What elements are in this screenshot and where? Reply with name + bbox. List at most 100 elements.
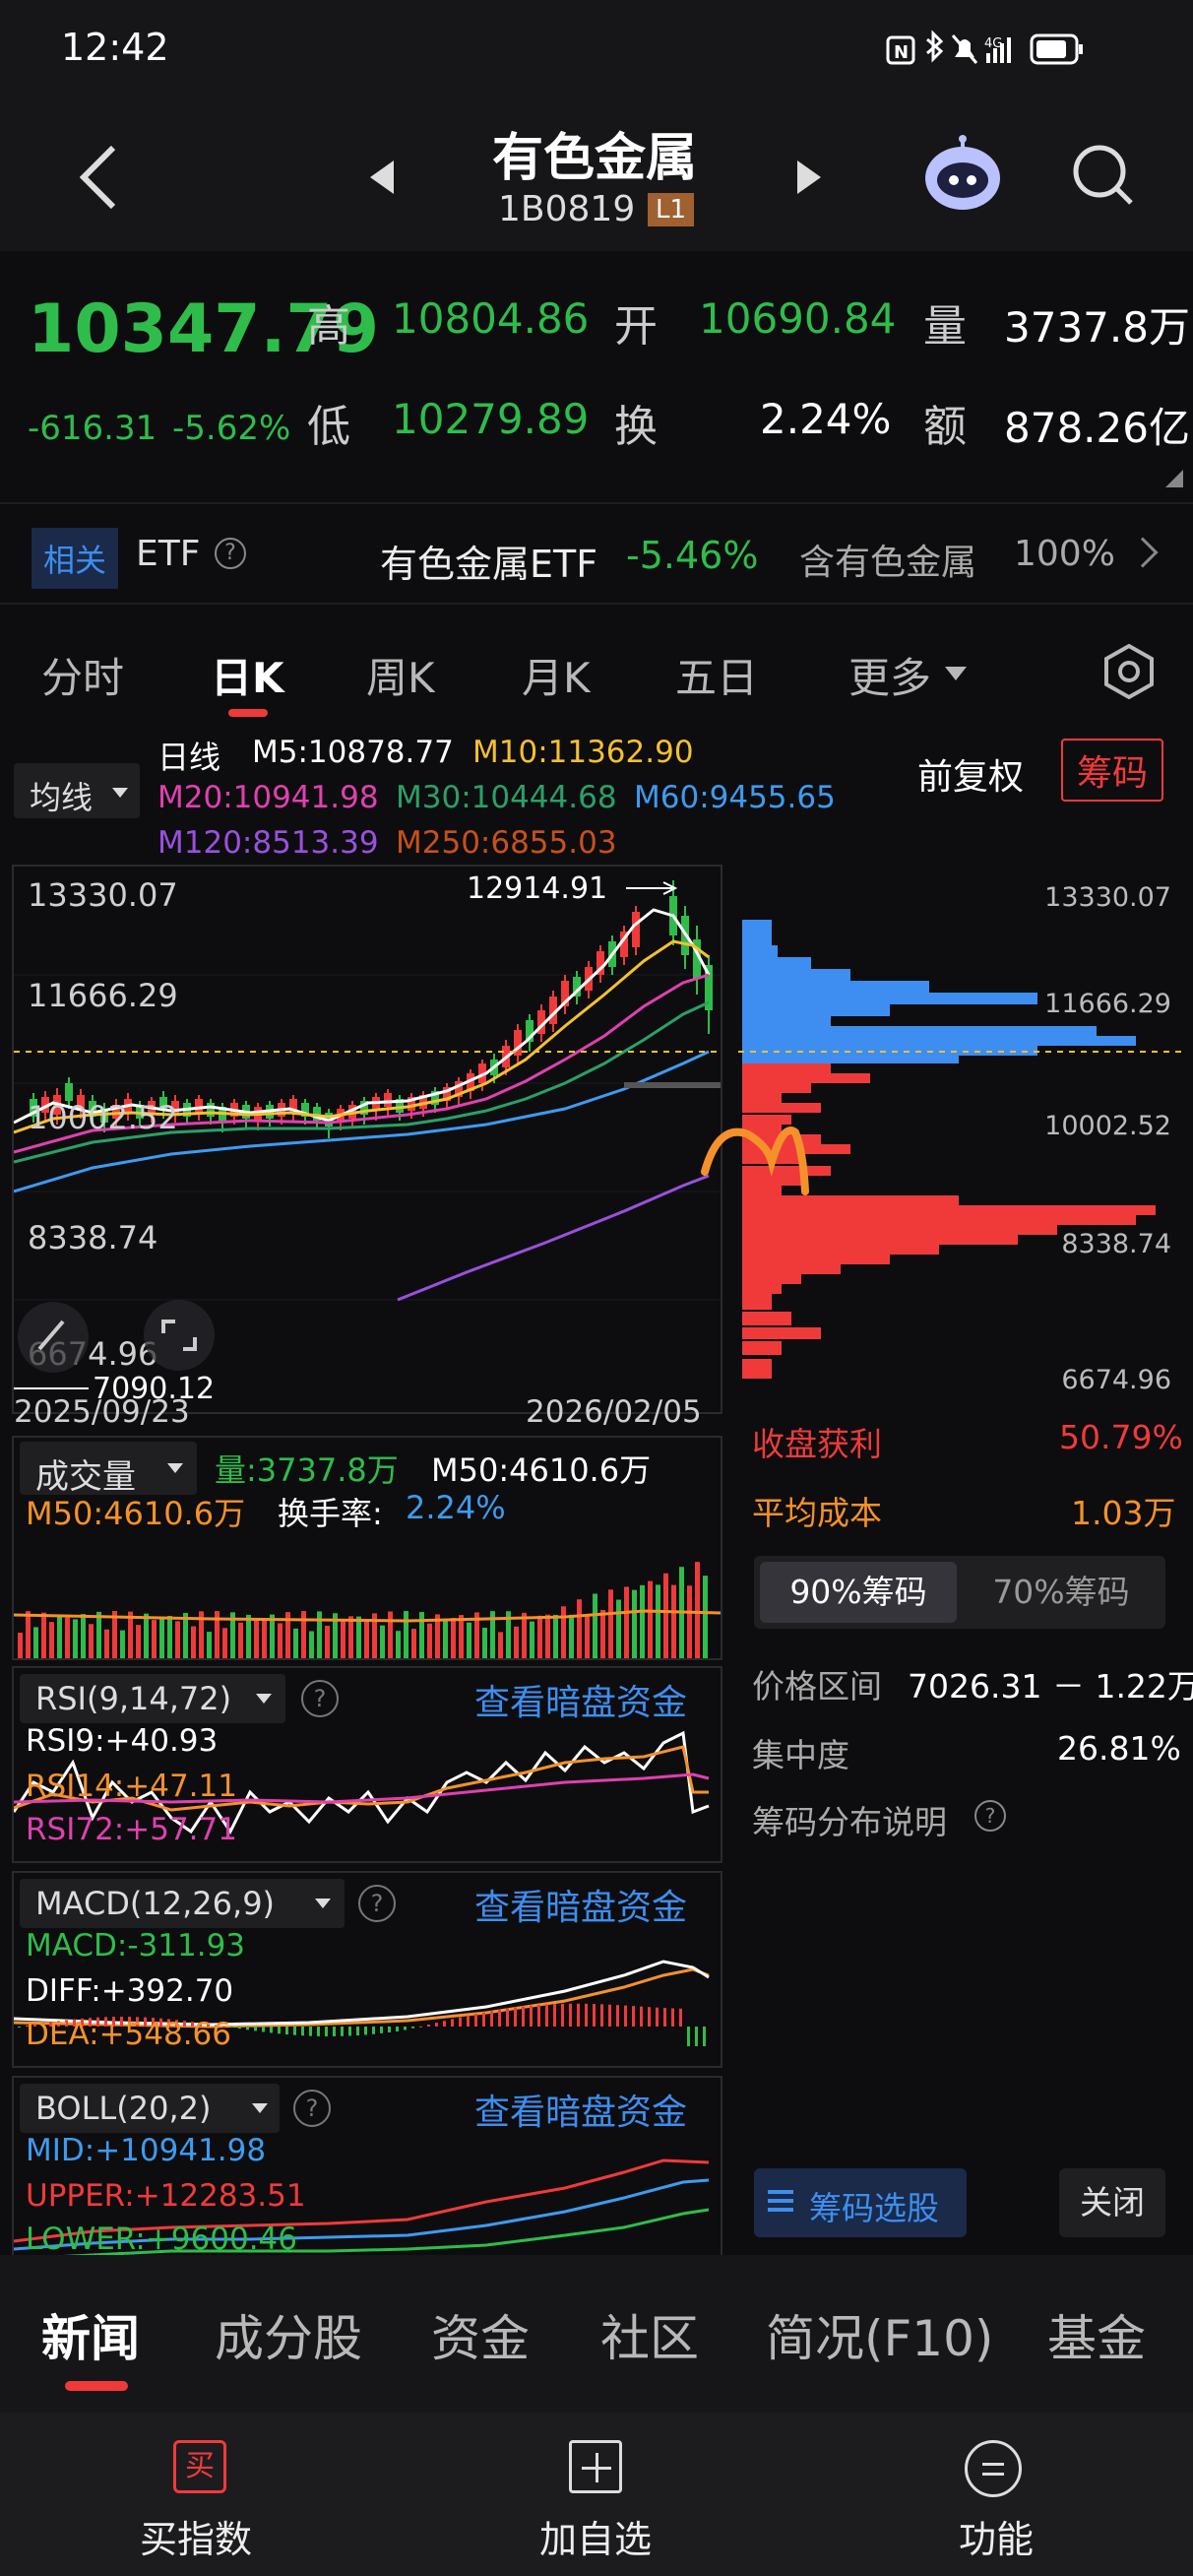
volume-bar (695, 1562, 700, 1658)
macd-bar (175, 2020, 178, 2027)
plus-square-icon (569, 2440, 622, 2493)
macd-help-icon[interactable]: ? (358, 1885, 396, 1922)
expand-corner-icon[interactable] (1165, 470, 1183, 487)
volume-bar (159, 1616, 164, 1658)
ma-selector[interactable]: 均线 (14, 763, 140, 818)
macd-selector[interactable]: MACD(12,26,9) (20, 1879, 345, 1928)
ma20-line (14, 973, 710, 1154)
caret-down-icon (252, 2103, 268, 2113)
volume-bar (230, 1612, 235, 1658)
macd-bar (372, 2027, 375, 2034)
volume-bar (120, 1630, 125, 1658)
volume-panel[interactable] (12, 1436, 722, 1660)
seg-90-button[interactable]: 90%筹码 (760, 1562, 957, 1623)
tab-fenshi[interactable]: 分时 (41, 654, 125, 702)
volume-selector[interactable]: 成交量 (20, 1442, 197, 1497)
volume-bar (26, 1611, 31, 1658)
search-button[interactable] (1068, 140, 1137, 209)
volume-ma-line (14, 1609, 721, 1623)
kline-y-label: 8338.74 (28, 1219, 157, 1256)
volume-bar (648, 1580, 653, 1658)
macd-bar (73, 2019, 76, 2027)
chip-select-button[interactable]: 筹码选股 (754, 2168, 967, 2237)
tab-more[interactable]: 更多 (848, 654, 932, 702)
macd-bar (545, 2004, 548, 2027)
next-index-button[interactable] (789, 153, 829, 202)
macd-bar (459, 2017, 462, 2027)
status-icons: N 4G (886, 30, 1132, 69)
tab-constituents[interactable]: 成分股 (215, 2310, 362, 2367)
robot-assistant-button[interactable] (920, 133, 1005, 218)
volume-bar (175, 1621, 180, 1658)
rsi-help-icon[interactable]: ? (301, 1680, 339, 1717)
volume-bar (207, 1632, 212, 1658)
function-button[interactable]: 功能 (925, 2440, 1063, 2561)
volume-bar (96, 1611, 101, 1658)
hexagon-settings-icon (1104, 643, 1154, 700)
help-icon[interactable]: ? (215, 538, 246, 569)
volume-bar (506, 1611, 511, 1658)
ma5-line (14, 908, 711, 1125)
seg-70-button[interactable]: 70%筹码 (992, 1573, 1130, 1611)
volume-bar (65, 1617, 70, 1658)
rsi-panel[interactable] (12, 1666, 722, 1863)
tab-news[interactable]: 新闻 (41, 2310, 140, 2367)
volume-bar (41, 1612, 46, 1658)
draw-tool-icon[interactable] (18, 1302, 89, 1373)
etf-name: 有色金属ETF (380, 543, 598, 586)
adjust-mode-button[interactable]: 前复权 (917, 757, 1025, 798)
tab-five-day[interactable]: 五日 (675, 654, 759, 702)
buy-index-button[interactable]: 买 买指数 (118, 2440, 285, 2561)
fullscreen-icon[interactable] (144, 1300, 215, 1371)
boll-selector[interactable]: BOLL(20,2) (20, 2084, 280, 2133)
chip-explain-link[interactable]: 筹码分布说明 (752, 1803, 947, 1841)
macd-bar (411, 2027, 414, 2029)
boll-help-icon[interactable]: ? (293, 2090, 331, 2127)
boll-dark-pool-link[interactable]: 查看暗盘资金 (474, 2093, 688, 2133)
macd-bar (18, 2027, 21, 2028)
macd-dark-pool-link[interactable]: 查看暗盘资金 (474, 1888, 688, 1928)
chip-explain-help-icon[interactable]: ? (974, 1800, 1006, 1832)
tab-fund[interactable]: 基金 (1047, 2310, 1146, 2367)
triangle-left-icon (370, 161, 394, 194)
contains-label: 含有色金属 (799, 543, 977, 583)
chips-button[interactable]: 筹码 (1061, 739, 1164, 802)
macd-bar (341, 2027, 344, 2036)
kline-y-label: 13330.07 (28, 876, 178, 914)
rsi-selector[interactable]: RSI(9,14,72) (20, 1674, 285, 1723)
volume-bar (656, 1584, 660, 1658)
tab-weekly-k[interactable]: 周K (366, 654, 435, 702)
high-value: 10804.86 (392, 294, 590, 343)
macd-bar (207, 2024, 210, 2027)
ma250-value: M250:6855.03 (396, 825, 617, 861)
caret-down-icon (167, 1463, 183, 1473)
related-etf-bar[interactable]: 相关 ETF ? 有色金属ETF -5.46% 含有色金属 100% (0, 504, 1193, 603)
macd-bar (482, 2012, 485, 2027)
prev-index-button[interactable] (362, 153, 402, 202)
price-range-label: 价格区间 (752, 1667, 882, 1706)
macd-chart: MACD:-311.93 DIFF:+392.70 DEA:+548.66 (14, 1928, 710, 2052)
macd-bar (333, 2027, 336, 2036)
tab-community[interactable]: 社区 (600, 2310, 699, 2367)
settings-button[interactable] (1100, 643, 1158, 700)
volume-bar (285, 1612, 290, 1658)
tab-monthly-k[interactable]: 月K (522, 654, 591, 702)
tab-daily-k[interactable]: 日K (211, 654, 284, 702)
close-chips-button[interactable]: 关闭 (1059, 2168, 1165, 2237)
volume-bar (199, 1611, 204, 1658)
rsi-dark-pool-link[interactable]: 查看暗盘资金 (474, 1683, 688, 1723)
back-button[interactable] (69, 138, 128, 217)
macd-bar (608, 2004, 611, 2027)
macd-bar (230, 2027, 233, 2028)
tab-funds-flow[interactable]: 资金 (431, 2310, 530, 2367)
caret-down-icon (315, 1899, 331, 1908)
macd-bar (648, 2007, 651, 2027)
tab-f10[interactable]: 简况(F10) (766, 2310, 994, 2367)
add-watchlist-button[interactable]: 加自选 (512, 2440, 679, 2561)
macd-panel[interactable] (12, 1871, 722, 2068)
battery-icon (1030, 33, 1079, 65)
ma60-line (14, 1050, 710, 1193)
close-profit-value: 50.79% (1059, 1418, 1183, 1456)
volume-bar (427, 1623, 432, 1658)
rsi72-value: RSI72:+57.71 (26, 1812, 237, 1847)
